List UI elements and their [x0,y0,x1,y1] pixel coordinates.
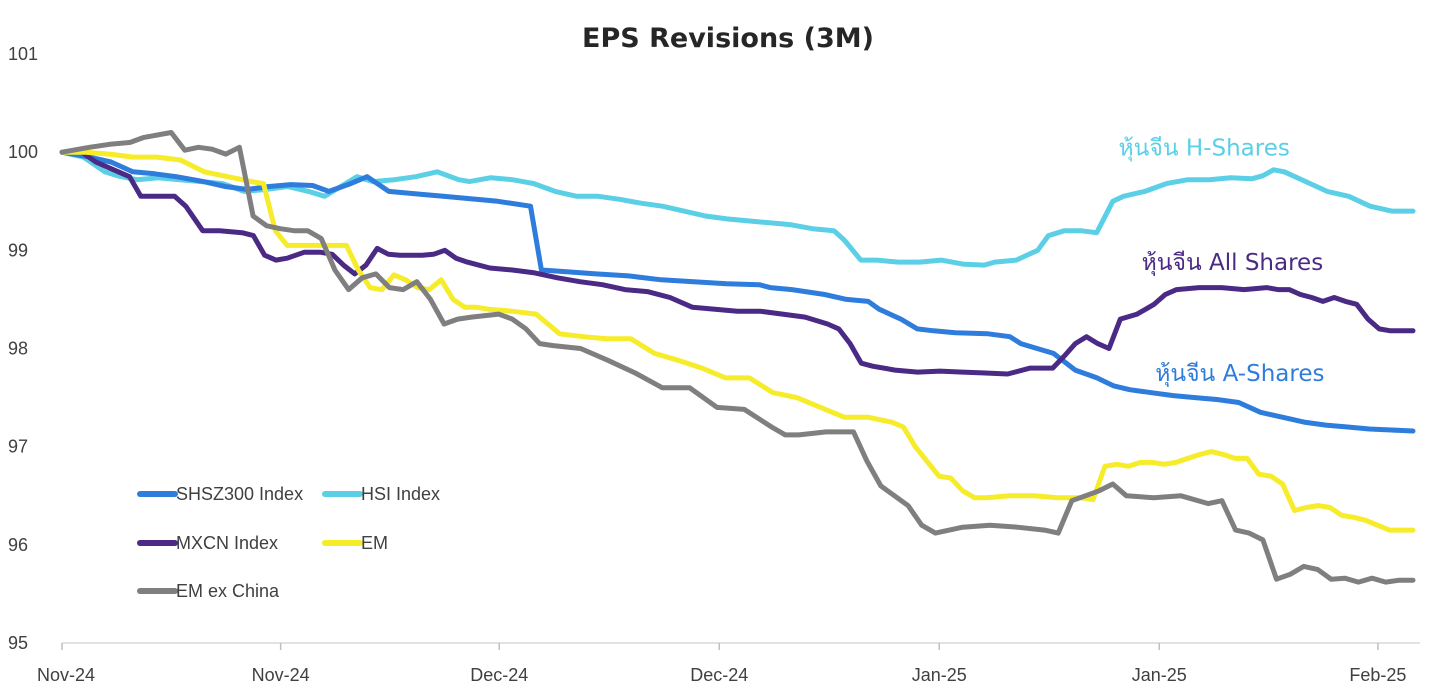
chart-title: EPS Revisions (3M) [582,23,874,54]
x-tick-label: Nov-24 [252,665,310,685]
x-tick-label: Dec-24 [690,665,748,685]
y-tick-label: 100 [8,142,38,162]
x-tick-label: Jan-25 [1132,665,1187,685]
y-axis-ticks: 95 96 97 98 99 100 101 [8,44,38,653]
series-annotation: หุ้นจีน All Shares [1142,250,1324,276]
series-line-shsz300-index [59,149,1416,434]
y-tick-label: 99 [8,240,28,260]
chart-legend: SHSZ300 Index HSI Index MXCN Index EM EM ex … [137,484,440,601]
legend-label: EM ex China [176,581,280,601]
y-tick-label: 96 [8,535,28,555]
series-line-mxcn-index [59,147,1416,377]
series-annotations: หุ้นจีน H-Shares หุ้นจีน All Shares หุ้นจี… [1119,135,1325,387]
y-tick-label: 95 [8,633,28,653]
legend-label: HSI Index [361,484,440,504]
y-tick-label: 97 [8,437,28,457]
legend-label: EM [361,533,388,553]
x-tick-label: Feb-25 [1349,665,1406,685]
x-tick-label: Jan-25 [912,665,967,685]
y-tick-label: 101 [8,44,38,64]
series-line-em [59,149,1416,533]
x-tick-label: Nov-24 [37,665,95,685]
legend-label: SHSZ300 Index [176,484,303,504]
x-tick-label: Dec-24 [470,665,528,685]
series-line-em-ex-china [59,130,1416,585]
series-annotation: หุ้นจีน A-Shares [1155,361,1324,387]
legend-label: MXCN Index [176,533,278,553]
series-annotation: หุ้นจีน H-Shares [1119,135,1290,161]
x-axis-ticks: Nov-24 Nov-24 Dec-24 Dec-24 Jan-25 Jan-25 Feb-… [37,643,1406,685]
y-tick-label: 98 [8,339,28,359]
series-lines [59,130,1416,585]
series-line-hsi-index [59,149,1416,268]
